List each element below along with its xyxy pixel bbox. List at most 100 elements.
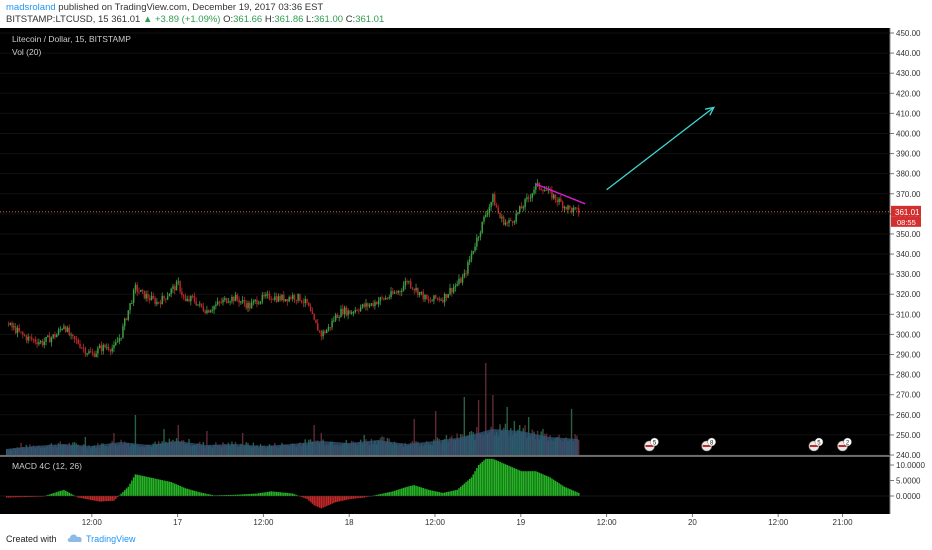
macd-bar — [84, 496, 87, 499]
macd-bar — [529, 471, 532, 496]
author-link[interactable]: madsroland — [6, 2, 56, 13]
macd-bar — [554, 480, 557, 496]
macd-bar — [227, 494, 230, 496]
candle-body — [338, 317, 340, 318]
time-axis[interactable]: 12:00 17 12:00 18 12:00 19 12:00 20 12:00 21:00 — [82, 514, 853, 527]
macd-bar — [61, 490, 63, 496]
macd-bar — [90, 496, 92, 500]
macd-bar — [493, 459, 496, 496]
candle-body — [11, 323, 13, 328]
candle-body — [123, 318, 126, 327]
macd-bar — [290, 493, 292, 496]
candle-body — [275, 296, 278, 302]
candle-body — [161, 295, 164, 305]
candle-body — [490, 201, 492, 208]
candle-body — [492, 194, 494, 202]
candle-body — [451, 287, 453, 293]
macd-bar — [325, 496, 328, 507]
macd-bar — [200, 492, 203, 496]
candle-body — [449, 287, 451, 295]
candle-body — [536, 182, 539, 184]
macd-bar — [181, 486, 183, 496]
macd-bar — [443, 492, 446, 496]
macd-bar — [175, 484, 178, 496]
open-label: O: — [223, 14, 234, 25]
candle-body — [107, 347, 110, 350]
price-axis[interactable]: 450.00 440.00 430.00 420.00 410.00 400.00 390.… — [890, 29, 921, 460]
candle-body — [238, 299, 240, 303]
candle-body — [331, 320, 333, 328]
candle-body — [565, 206, 567, 210]
macd-bar — [343, 496, 346, 501]
event-flag-stripe — [702, 445, 711, 447]
macd-bar — [533, 471, 535, 496]
macd-bar — [272, 491, 274, 496]
macd-bar — [556, 482, 559, 496]
macd-bar — [390, 491, 392, 496]
candle-body — [343, 307, 346, 315]
macd-bar — [263, 492, 265, 496]
macd-bar — [236, 494, 239, 496]
macd-bar — [324, 496, 326, 507]
event-count-label: 2 — [846, 441, 850, 447]
candle-body — [340, 308, 342, 318]
candle-body — [66, 327, 69, 332]
chart-area[interactable]: 450.00 440.00 430.00 420.00 410.00 400.00 390.… — [0, 28, 932, 528]
macd-bar — [535, 471, 537, 496]
macd-bar — [283, 492, 285, 496]
candle-body — [240, 301, 242, 303]
macd-bar — [20, 496, 22, 498]
candle-body — [361, 304, 364, 308]
price-tick-label: 430.00 — [896, 69, 921, 78]
candle-body — [143, 290, 146, 299]
candle-body — [179, 281, 181, 292]
high-label: H: — [264, 14, 275, 25]
candle-body — [149, 298, 151, 301]
candle-body — [544, 190, 546, 192]
macd-bar — [268, 491, 271, 496]
macd-bar — [497, 461, 500, 496]
price-tick-label: 310.00 — [896, 310, 921, 319]
macd-bar — [197, 491, 199, 496]
candle-body — [188, 299, 190, 302]
candle-body — [290, 297, 292, 299]
candle-body — [352, 312, 355, 313]
macd-bar — [79, 496, 81, 498]
candle-body — [22, 332, 24, 335]
candle-body — [426, 294, 428, 300]
candle-body — [420, 291, 423, 293]
event-markers[interactable]: 5 8 5 2 — [644, 437, 852, 452]
macd-bar — [177, 485, 180, 496]
price-tick-label: 260.00 — [896, 411, 921, 420]
candle-body — [86, 353, 88, 355]
candle-body — [57, 329, 60, 335]
tradingview-brand[interactable]: TradingView — [86, 534, 136, 544]
macd-bar — [531, 471, 534, 496]
macd-bar — [313, 496, 315, 506]
candle-body — [197, 304, 199, 306]
macd-bar — [361, 496, 364, 498]
candle-body — [254, 299, 256, 301]
macd-bar — [113, 496, 115, 501]
candle-body — [116, 341, 119, 343]
macd-bar — [136, 474, 138, 496]
candle-body — [204, 310, 206, 314]
macd-bar — [422, 488, 424, 496]
macd-bar — [34, 496, 37, 497]
candle-body — [554, 194, 557, 200]
candle-body — [495, 205, 498, 208]
candle-body — [460, 278, 462, 283]
candle-body — [359, 307, 362, 311]
event-count-label: 5 — [817, 441, 821, 447]
candle-body — [317, 323, 319, 331]
candle-body — [333, 320, 335, 322]
candle-body — [556, 199, 559, 203]
macd-bar — [88, 496, 90, 500]
symbol-text: BITSTAMP:LTCUSD, 15 — [6, 14, 109, 25]
candle-body — [252, 300, 255, 303]
candle-body — [231, 296, 233, 302]
macd-bar — [519, 470, 521, 496]
time-tick-label: 12:00 — [425, 518, 446, 527]
candle-body — [115, 342, 117, 345]
macd-bar — [420, 487, 423, 496]
